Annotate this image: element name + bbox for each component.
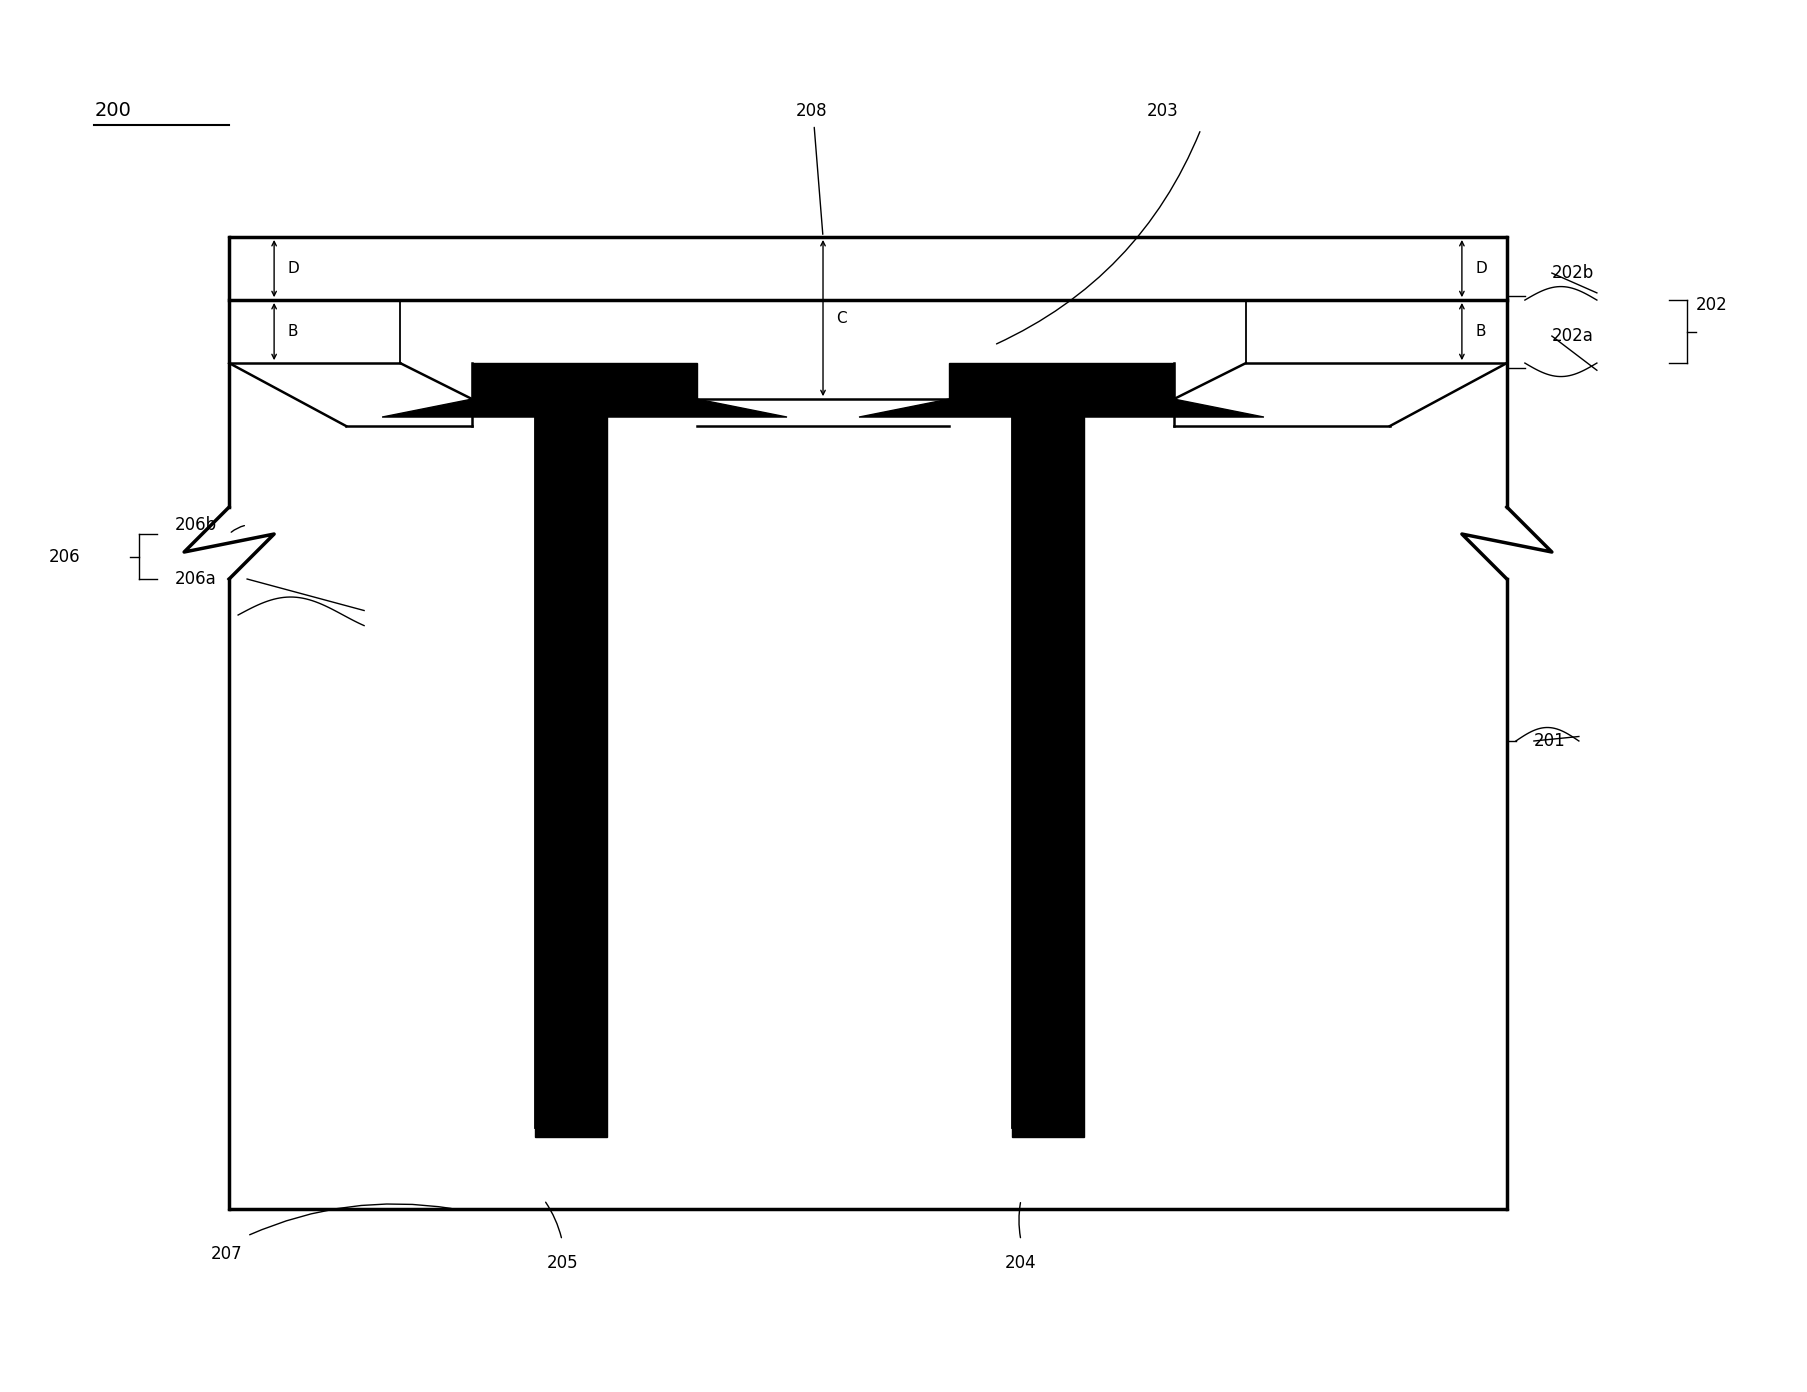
Text: 200: 200 <box>94 102 130 120</box>
Text: 202a: 202a <box>1550 327 1594 345</box>
Polygon shape <box>607 400 786 418</box>
Text: D: D <box>1475 262 1487 276</box>
Text: 208: 208 <box>795 102 828 120</box>
Polygon shape <box>858 400 1012 418</box>
Polygon shape <box>1084 400 1263 418</box>
Text: 206a: 206a <box>175 569 217 587</box>
Text: B: B <box>1475 324 1485 340</box>
Polygon shape <box>472 363 698 400</box>
Text: A: A <box>584 387 595 402</box>
Text: 205: 205 <box>546 1254 578 1272</box>
Text: 206b: 206b <box>175 516 217 535</box>
Text: 204: 204 <box>1005 1254 1035 1272</box>
Text: 203: 203 <box>1146 102 1178 120</box>
Text: B: B <box>287 324 298 340</box>
Text: 202b: 202b <box>1550 264 1594 283</box>
Text: A: A <box>1061 387 1072 402</box>
Polygon shape <box>949 363 1173 400</box>
Polygon shape <box>1012 400 1084 1137</box>
Text: 202: 202 <box>1695 295 1727 313</box>
Polygon shape <box>535 400 607 1137</box>
Text: 207: 207 <box>211 1244 242 1263</box>
Polygon shape <box>381 400 535 418</box>
Text: 206: 206 <box>49 547 81 565</box>
Text: 201: 201 <box>1532 732 1565 750</box>
Text: C: C <box>837 310 847 326</box>
Text: D: D <box>287 262 300 276</box>
